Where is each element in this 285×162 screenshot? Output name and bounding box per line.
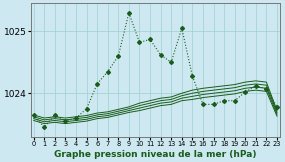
X-axis label: Graphe pression niveau de la mer (hPa): Graphe pression niveau de la mer (hPa) xyxy=(54,150,256,159)
